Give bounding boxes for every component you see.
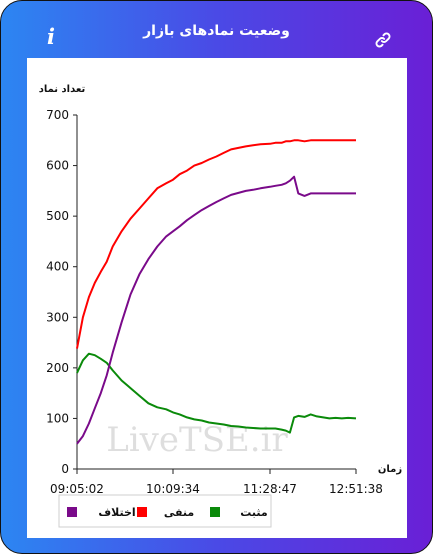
y-axis-label: تعداد نماد <box>39 84 86 95</box>
series-line-1 <box>76 175 356 445</box>
y-tick-label: 300 <box>46 310 69 324</box>
x-tick-label: 11:28:47 <box>243 482 297 496</box>
legend-swatch <box>67 507 77 517</box>
legend-label: منفی <box>164 506 194 519</box>
x-tick-label: 10:09:34 <box>146 482 200 496</box>
y-tick-label: 500 <box>46 209 69 223</box>
chart-card: LiveTSE.ir تعداد نماد زمان 0 100 200 300 400 500… <box>27 58 407 538</box>
link-icon[interactable] <box>374 31 392 49</box>
line-chart: LiveTSE.ir تعداد نماد زمان 0 100 200 300 400 500… <box>39 84 402 528</box>
watermark: LiveTSE.ir <box>106 420 288 460</box>
legend <box>58 494 272 528</box>
series-line-2 <box>76 352 357 434</box>
header-bar: i وضعیت نمادهای بازار <box>1 1 432 59</box>
legend-label: مثبت <box>240 506 267 519</box>
y-tick-label: 400 <box>46 260 69 274</box>
y-tick-label: 0 <box>61 462 69 476</box>
series-line-0 <box>76 139 356 349</box>
legend-label: اختلاف <box>98 506 135 519</box>
y-tick-label: 700 <box>46 108 69 122</box>
legend-swatch <box>137 507 147 517</box>
info-icon[interactable]: i <box>47 24 55 49</box>
legend-swatch <box>210 507 220 517</box>
x-tick-label: 12:51:38 <box>329 482 383 496</box>
y-tick-label: 100 <box>46 411 69 425</box>
x-axis-label: زمان <box>378 464 402 475</box>
page-title: وضعیت نمادهای بازار <box>143 23 290 39</box>
y-tick-label: 200 <box>46 361 69 375</box>
x-tick-label: 09:05:02 <box>50 482 104 496</box>
y-tick-label: 600 <box>46 159 69 173</box>
